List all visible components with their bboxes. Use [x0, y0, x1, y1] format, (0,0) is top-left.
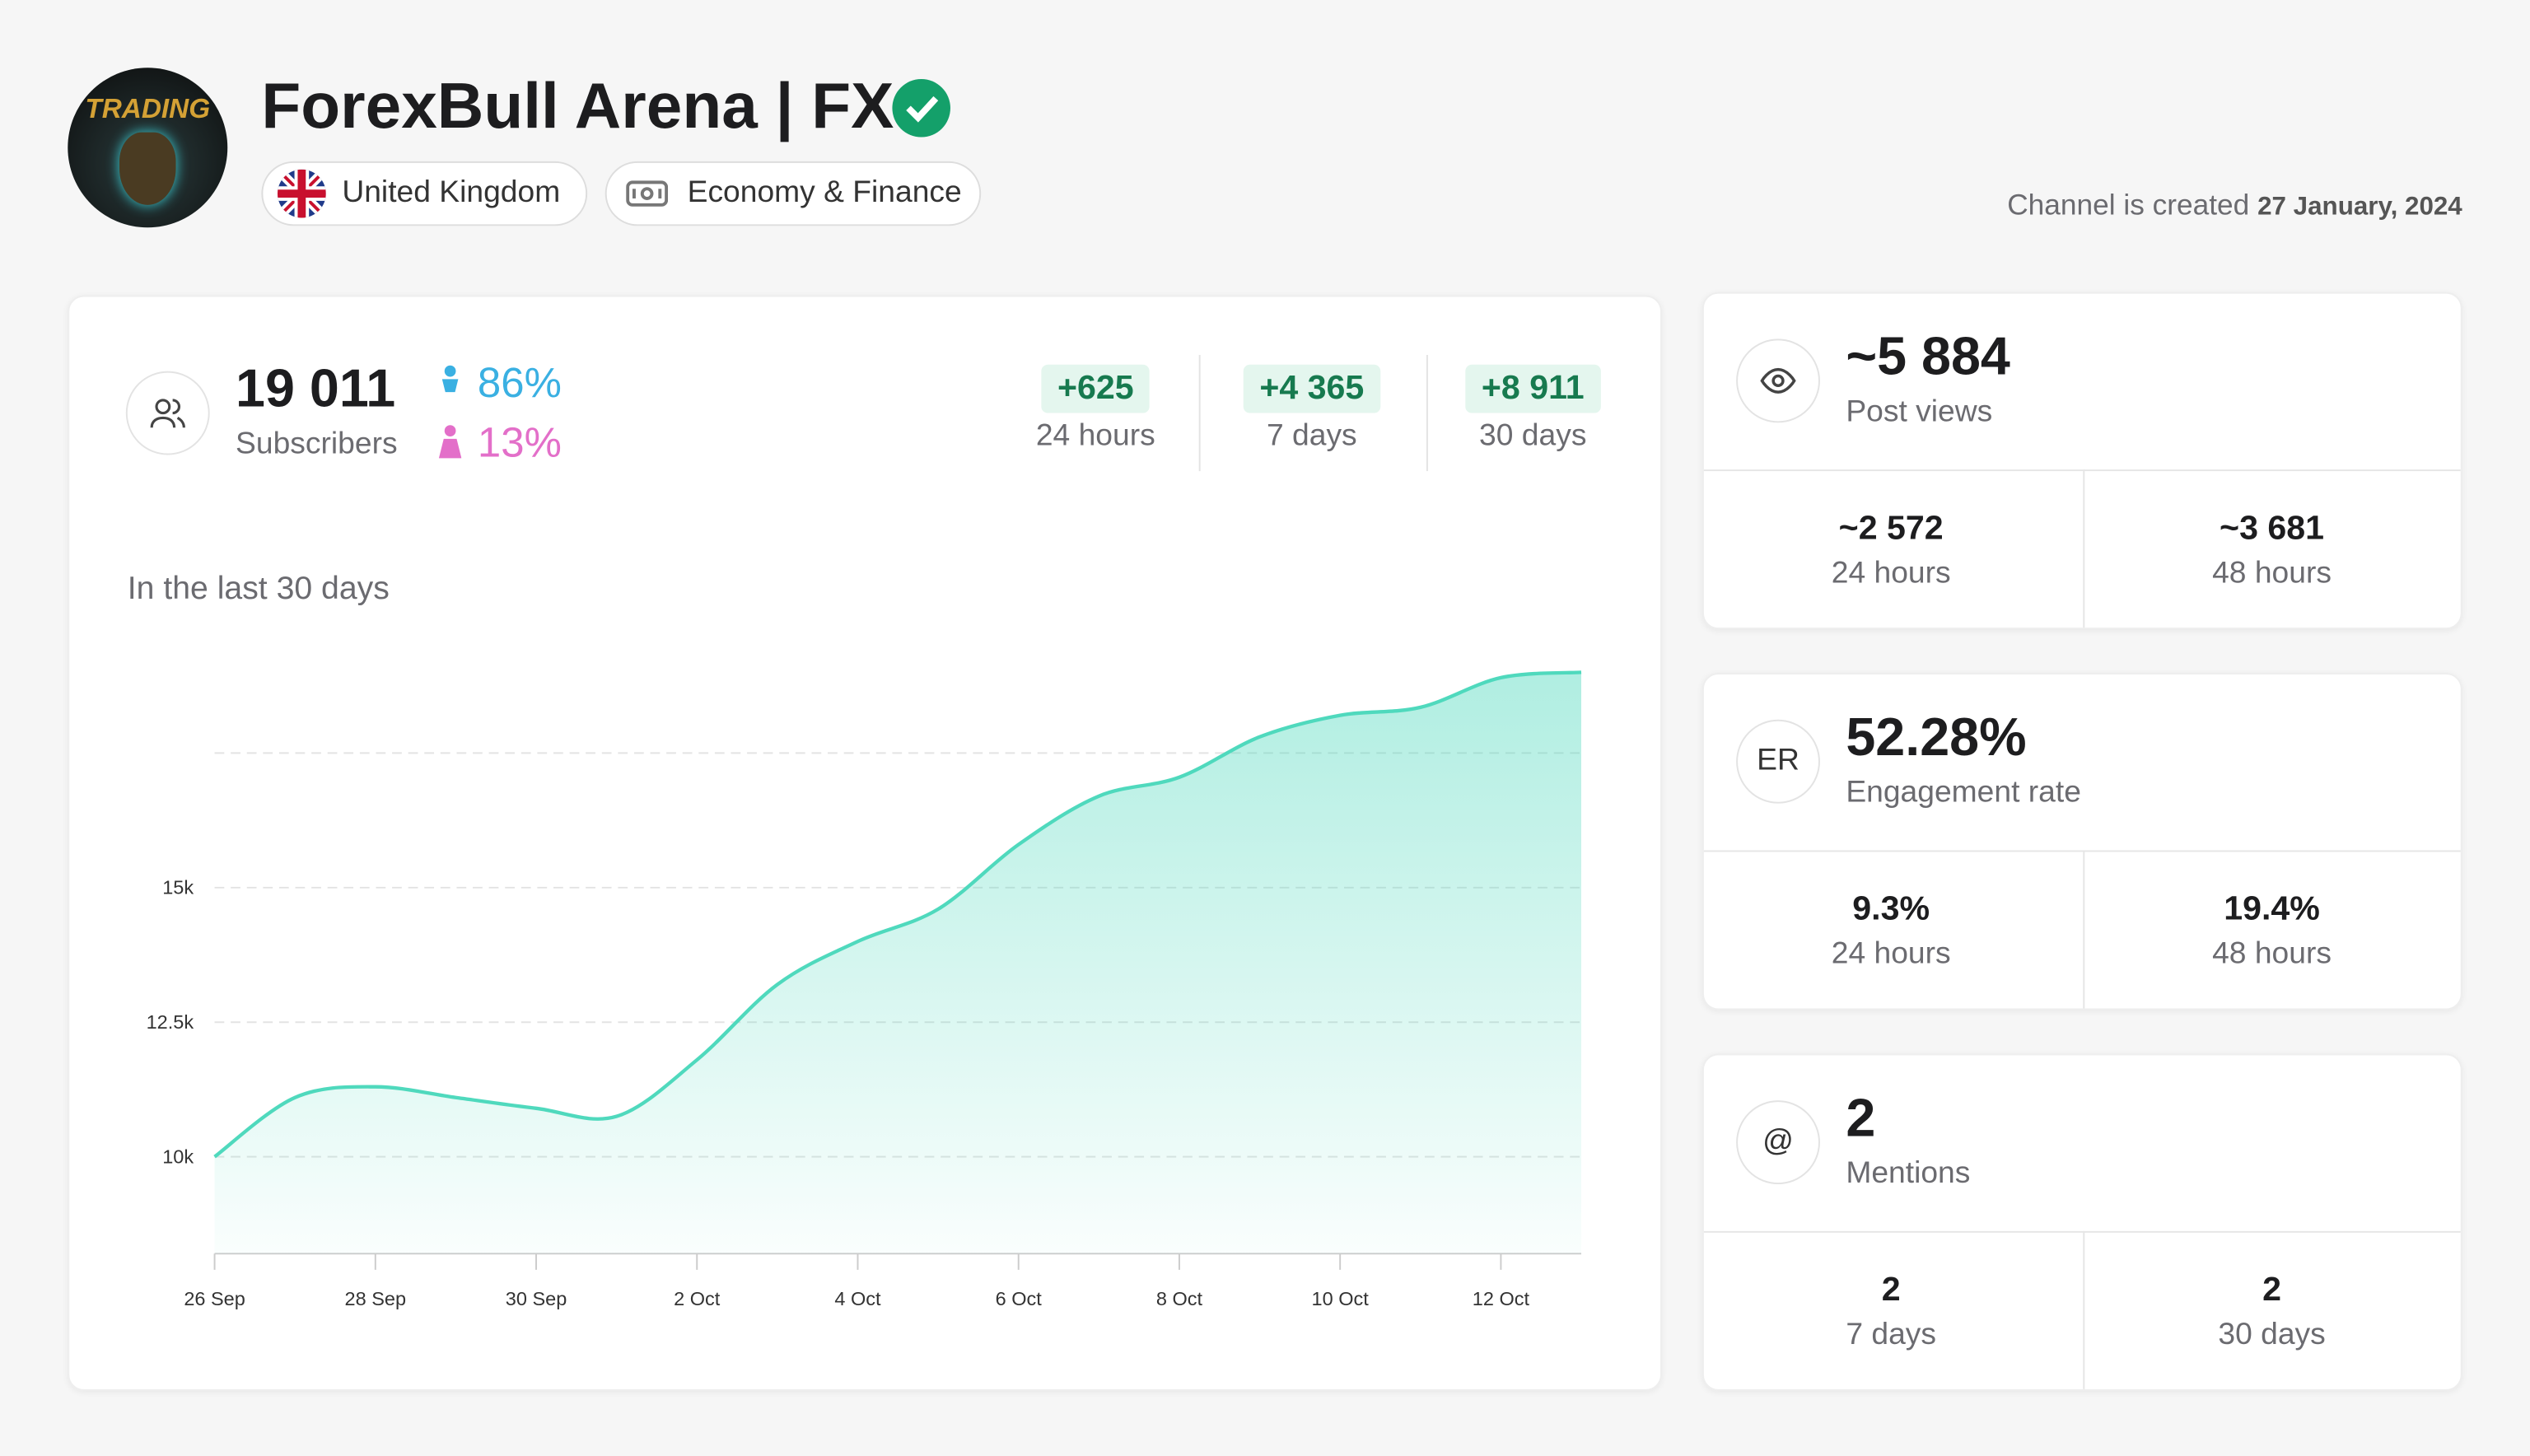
x-tick-label: 4 Oct — [834, 1288, 881, 1309]
growth-period: 30 days — [1479, 419, 1587, 454]
y-tick-label: 15k — [162, 877, 194, 898]
growth-value: +625 — [1041, 364, 1151, 413]
metric-card — [1701, 292, 2462, 630]
male-share: 86% — [477, 357, 562, 407]
area-fill — [214, 672, 1582, 1254]
cell-value: 2 — [2262, 1271, 2282, 1309]
cell-label: 24 hours — [1831, 556, 1951, 591]
metric-card — [1701, 672, 2462, 1010]
subscribers-value: 19 011 — [236, 357, 396, 418]
divider — [1426, 355, 1428, 472]
metric-icon: ER — [1736, 719, 1820, 804]
chart-title: In the last 30 days — [127, 571, 390, 607]
line — [213, 670, 1582, 1159]
x-tick-label: 28 Sep — [345, 1288, 406, 1309]
cell-value: 9.3% — [1852, 890, 1930, 928]
divider — [1703, 1230, 2461, 1233]
metric-card — [1701, 1053, 2462, 1391]
growth-value: +4 365 — [1243, 364, 1380, 413]
category-chip[interactable]: Economy & Finance — [604, 161, 982, 226]
y-tick-label: 10k — [162, 1146, 194, 1167]
created-label: Channel is created — [2007, 189, 2250, 222]
x-tick-label: 10 Oct — [1312, 1288, 1370, 1309]
subscribers-label: Subscribers — [236, 427, 398, 462]
cell-label: 48 hours — [2212, 937, 2332, 972]
cell-value: 2 — [1881, 1271, 1901, 1309]
cell-label: 30 days — [2218, 1318, 2326, 1352]
cell-label: 48 hours — [2212, 556, 2332, 591]
channel-title: ForexBull Arena | FX — [261, 71, 894, 142]
cell-value: ~3 681 — [2220, 510, 2325, 548]
metric-value: ~5 884 — [1846, 325, 2010, 386]
flag-icon — [277, 169, 326, 218]
divider — [2083, 850, 2085, 1009]
x-tick-label: 6 Oct — [996, 1288, 1043, 1309]
avatar: TRADING — [68, 68, 228, 228]
y-tick-label: 12.5k — [147, 1011, 194, 1033]
created: Channel is created 27 January, 2024 — [2007, 189, 2462, 222]
metric-icon — [1736, 338, 1820, 423]
metric-icon: @ — [1736, 1100, 1820, 1185]
growth-period: 7 days — [1266, 419, 1357, 454]
growth-period: 24 hours — [1035, 419, 1155, 454]
divider — [2083, 469, 2085, 628]
cell-value: ~2 572 — [1838, 510, 1944, 548]
divider — [1703, 469, 2461, 472]
created-date: 27 January, 2024 — [2257, 194, 2462, 222]
money-icon — [626, 180, 669, 207]
chart: 10k 12.5k 15k 26 Sep 28 Sep 30 Sep 2 Oct 4 Oct 6… — [147, 670, 1582, 1309]
growth-value: +8 911 — [1465, 364, 1601, 413]
cell-label: 24 hours — [1831, 937, 1951, 972]
x-tick-label: 26 Sep — [184, 1288, 245, 1309]
metric-label: Engagement rate — [1846, 776, 2081, 810]
divider — [2083, 1230, 2085, 1389]
verified-badge — [892, 79, 950, 138]
country-chip[interactable]: United Kingdom — [261, 161, 588, 226]
country: United Kingdom — [342, 175, 561, 210]
female-icon — [438, 425, 462, 459]
male-icon — [441, 365, 459, 393]
cell-value: 19.4% — [2224, 890, 2320, 928]
x-tick-label: 30 Sep — [506, 1288, 567, 1309]
divider — [1198, 355, 1201, 472]
avatar-text: TRADING — [85, 93, 211, 124]
cell-label: 7 days — [1846, 1318, 1937, 1352]
metric-label: Post views — [1846, 395, 1993, 430]
users-icon — [125, 371, 210, 455]
avatar-bull — [119, 132, 176, 205]
metric-value: 52.28% — [1846, 707, 2027, 767]
x-tick-label: 12 Oct — [1473, 1288, 1530, 1309]
x-tick-label: 2 Oct — [674, 1288, 721, 1309]
divider — [1703, 850, 2461, 852]
female-share: 13% — [477, 418, 562, 467]
metric-value: 2 — [1846, 1087, 1876, 1147]
metric-label: Mentions — [1846, 1156, 1971, 1191]
category: Economy & Finance — [687, 175, 962, 210]
x-tick-label: 8 Oct — [1156, 1288, 1203, 1309]
